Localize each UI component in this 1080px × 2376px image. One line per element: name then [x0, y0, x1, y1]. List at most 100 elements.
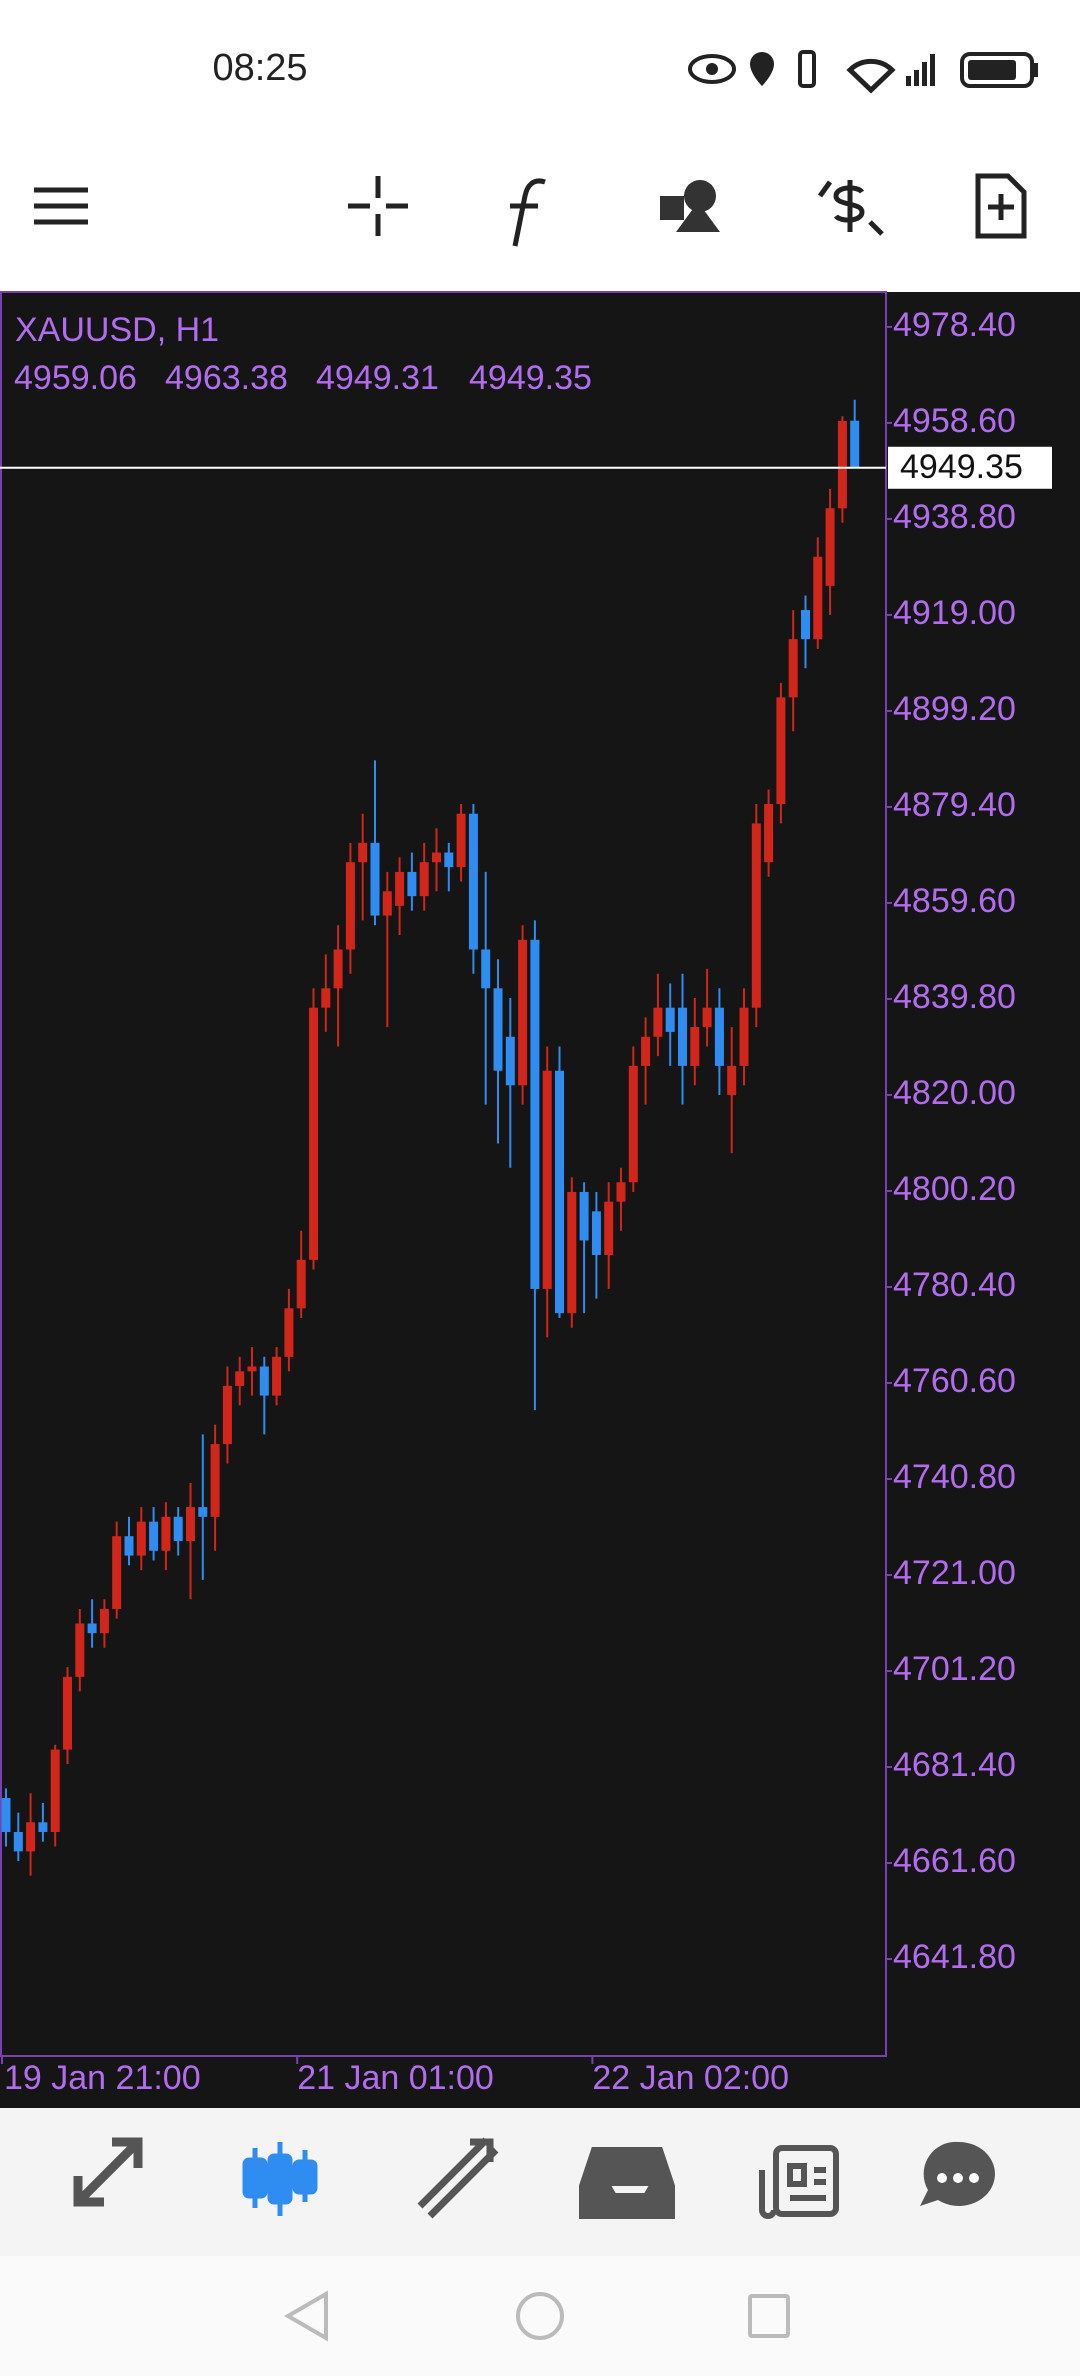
y-tick-label: 4661.60: [893, 1842, 1016, 1880]
candle-body: [149, 1521, 159, 1551]
toolbar[interactable]: [34, 173, 1027, 247]
ohlc-low: 4949.31: [316, 359, 439, 397]
y-tick-label: 4721.00: [893, 1554, 1016, 1592]
candle-body: [13, 1831, 23, 1852]
candle-body: [727, 1065, 737, 1095]
y-tick-label: 4938.80: [893, 498, 1016, 536]
candle-body: [788, 639, 798, 698]
candle-body: [456, 813, 466, 868]
status-icons: [688, 50, 1038, 94]
top-area: [0, 0, 1080, 292]
candle-body: [112, 1536, 122, 1609]
candle-body: [702, 1007, 712, 1028]
candle-body: [99, 1608, 109, 1634]
nav-trade[interactable]: [417, 2137, 499, 2219]
nav-icons: [73, 2137, 995, 2219]
candle-body: [813, 556, 823, 640]
new-order-button[interactable]: [975, 173, 1027, 239]
ohlc-header: 4959.06 4963.38 4949.31 4949.35: [14, 359, 592, 397]
candle-body: [309, 1007, 318, 1260]
candle-body: [714, 1007, 724, 1066]
menu-button[interactable]: [34, 187, 88, 225]
candle-body: [653, 1007, 663, 1037]
candle-body: [837, 420, 847, 509]
candle-body: [801, 610, 810, 640]
y-tick-label: 4800.20: [893, 1170, 1016, 1208]
recents-button[interactable]: [748, 2294, 790, 2338]
candle-body: [604, 1201, 614, 1255]
status-time: 08:25: [212, 47, 307, 89]
candle-body: [591, 1211, 601, 1255]
candle-body: [124, 1536, 134, 1556]
nav-news[interactable]: [759, 2145, 839, 2219]
candle-body: [505, 1036, 515, 1086]
candle-body: [370, 842, 380, 916]
y-tick-label: 4780.40: [893, 1266, 1016, 1304]
candle-body: [850, 420, 860, 468]
candle-body: [345, 862, 355, 950]
candle-body: [776, 697, 786, 805]
x-tick-label: 22 Jan 02:00: [592, 2059, 789, 2097]
candle-body: [579, 1191, 589, 1241]
candle-body: [136, 1521, 146, 1556]
candle-body: [284, 1308, 294, 1357]
ohlc-close: 4949.35: [469, 359, 592, 397]
x-tick-label: 21 Jan 01:00: [297, 2059, 494, 2097]
candle-body: [764, 804, 774, 863]
plot: [1, 399, 860, 1876]
y-tick-label: 4899.20: [893, 690, 1016, 728]
x-tick-label: 19 Jan 21:00: [4, 2059, 201, 2097]
candle-body: [321, 988, 331, 1008]
nav-messages[interactable]: [920, 2141, 995, 2206]
indicators-button[interactable]: [510, 178, 546, 247]
y-tick-label: 4839.80: [893, 978, 1016, 1016]
chart-background: [0, 292, 1080, 2108]
candle-body: [382, 891, 392, 916]
candle-body: [432, 852, 441, 863]
candle-body: [678, 1007, 687, 1066]
chart-title: XAUUSD, H1: [15, 311, 219, 349]
candle-body: [628, 1065, 638, 1183]
candle-body: [235, 1371, 245, 1386]
candle-body: [493, 988, 503, 1071]
crosshair-button[interactable]: [348, 176, 408, 236]
ohlc-open: 4959.06: [14, 359, 137, 397]
y-tick-label: 4820.00: [893, 1074, 1016, 1112]
y-tick-label: 4641.80: [893, 1938, 1016, 1976]
candle-body: [63, 1676, 72, 1750]
candle-body: [690, 1027, 700, 1066]
candle-body: [1, 1798, 11, 1832]
bottom-nav: [0, 2108, 1080, 2256]
trade-button[interactable]: [817, 180, 884, 236]
candle-body: [825, 508, 835, 586]
candle-body: [530, 939, 540, 1289]
candle-body: [518, 939, 528, 1086]
system-buttons: [284, 2290, 790, 2342]
candle-body: [296, 1259, 306, 1309]
objects-button[interactable]: [660, 180, 720, 232]
y-tick-label: 4879.40: [893, 786, 1016, 824]
candle-body: [272, 1356, 282, 1396]
nav-chart[interactable]: [242, 2142, 318, 2216]
candle-body: [616, 1182, 626, 1202]
y-tick-label: 4919.00: [893, 594, 1016, 632]
candle-body: [665, 1007, 675, 1032]
back-button[interactable]: [284, 2290, 328, 2342]
y-tick-label: 4978.40: [893, 306, 1016, 344]
candle-body: [358, 842, 368, 863]
candle-body: [419, 862, 429, 897]
candle-body: [333, 949, 343, 989]
y-tick-label: 4958.60: [893, 402, 1016, 440]
candle-body: [161, 1516, 171, 1551]
candle-body: [87, 1623, 97, 1634]
y-tick-label: 4859.60: [893, 882, 1016, 920]
y-tick-label: 4701.20: [893, 1650, 1016, 1688]
candle-body: [50, 1749, 60, 1832]
home-button[interactable]: [516, 2292, 564, 2340]
nav-history[interactable]: [579, 2147, 675, 2219]
candle-body: [173, 1516, 183, 1542]
candle-body: [259, 1366, 269, 1396]
nav-quotes[interactable]: [73, 2137, 143, 2207]
candle-body: [26, 1822, 36, 1852]
